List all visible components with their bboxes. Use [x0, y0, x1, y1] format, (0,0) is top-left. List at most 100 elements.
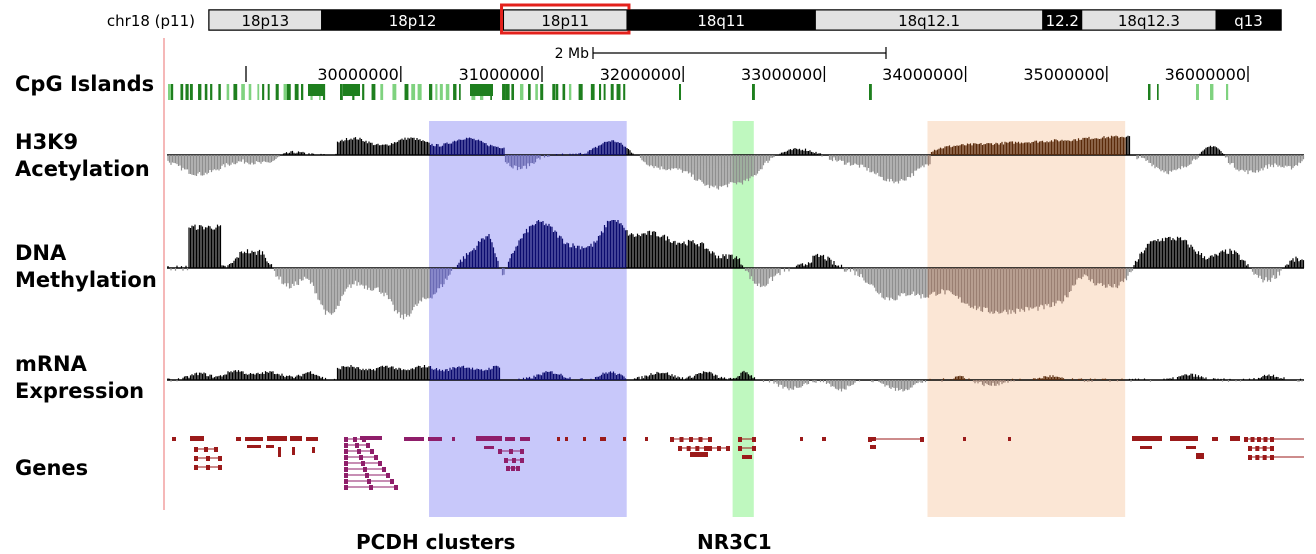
cpg-island-33 — [428, 84, 433, 100]
highlight-region-0 — [429, 121, 627, 517]
cpg-island-37 — [453, 84, 457, 100]
gene-63-exon-3 — [1270, 446, 1274, 451]
gene-15-exon-0 — [344, 437, 348, 442]
cpg-island-28 — [380, 84, 384, 100]
cpg-island-2 — [180, 84, 184, 100]
gene-42-exon-3 — [704, 446, 708, 451]
cpg-island-7 — [210, 84, 213, 100]
gene-30 — [505, 437, 515, 441]
gene-34-exon-1 — [511, 466, 515, 471]
cpg-island-53 — [578, 84, 583, 100]
cpg-island-47 — [535, 84, 538, 100]
track-label-cpg-line-0: CpG Islands — [15, 72, 155, 96]
gene-20-exon-2 — [382, 467, 386, 472]
gene-18-exon-1 — [359, 455, 363, 460]
h3k9-track-bars-bneg — [504, 155, 550, 171]
cpg-island-31 — [411, 84, 416, 100]
cpg-island-26 — [362, 84, 365, 100]
gene-27 — [452, 437, 455, 441]
gene-1 — [190, 436, 204, 441]
gene-23-exon-2 — [394, 485, 398, 490]
cpg-island-23 — [322, 84, 326, 100]
gene-17-exon-1 — [357, 449, 361, 454]
h3k9-track-bars-opos — [930, 135, 1126, 155]
gene-58 — [1186, 446, 1196, 449]
band-label-6: 18q12.3 — [1118, 12, 1180, 30]
track-label-mrna-line-0: mRNA — [15, 352, 87, 376]
band-label-5: 12.2 — [1046, 12, 1079, 30]
cpg-island-55 — [598, 84, 602, 100]
gene-5 — [236, 437, 241, 441]
gene-63-exon-1 — [1255, 446, 1260, 451]
gene-19-exon-1 — [361, 461, 365, 466]
gene-21-exon-1 — [365, 473, 369, 478]
gene-60 — [1212, 437, 1218, 441]
gene-36 — [565, 437, 568, 441]
gene-20-exon-0 — [344, 467, 348, 472]
gene-54 — [1008, 437, 1011, 441]
cpg-island-10 — [233, 84, 238, 100]
cpg-island-45 — [519, 84, 524, 100]
cpg-island-1 — [171, 84, 174, 100]
cpg-island-48 — [540, 84, 544, 100]
cpg-cluster-0 — [343, 84, 360, 96]
cpg-island-13 — [257, 84, 260, 100]
track-label-meth-line-0: DNA — [15, 241, 67, 265]
track-label-meth-line-1: Methylation — [15, 268, 157, 292]
cpg-island-14 — [262, 84, 265, 100]
gene-21-exon-2 — [386, 473, 390, 478]
gene-51 — [868, 437, 876, 441]
mrna-track-bars-neg — [170, 380, 1303, 392]
cpg-island-34 — [435, 84, 438, 100]
chromosome-label: chr18 (p11) — [107, 12, 195, 30]
cpg-island-19 — [294, 84, 299, 100]
gene-45-exon-1 — [752, 437, 756, 442]
gene-61 — [1230, 436, 1240, 441]
cpg-island-38 — [459, 84, 461, 100]
cpg-island-9 — [226, 84, 230, 100]
gene-45-exon-0 — [738, 437, 742, 442]
h3k9-track-bars-oneg — [927, 155, 931, 166]
gene-15-exon-1 — [353, 437, 357, 442]
gene-55 — [1132, 436, 1162, 441]
cpg-island-46 — [528, 84, 531, 100]
gene-16-exon-1 — [355, 443, 359, 448]
gene-34-exon-0 — [506, 466, 510, 471]
cpg-island-64 — [1157, 84, 1159, 100]
gene-16-exon-0 — [344, 443, 348, 448]
cpg-island-44 — [511, 84, 515, 100]
cpg-island-58 — [616, 84, 621, 100]
gene-18-exon-2 — [374, 455, 378, 460]
cpg-island-20 — [300, 84, 304, 100]
gene-26 — [428, 437, 442, 441]
cpg-island-24 — [340, 84, 343, 100]
gene-33-exon-1 — [512, 458, 516, 463]
gene-52 — [870, 445, 876, 449]
axis-tick-label-0: 30000000 — [317, 65, 398, 84]
h3k9-track — [167, 135, 1305, 190]
gene-24 — [360, 436, 382, 440]
gene-63-exon-2 — [1262, 446, 1267, 451]
cpg-island-30 — [404, 84, 409, 100]
gene-46-exon-1 — [752, 446, 756, 451]
gene-22-exon-0 — [344, 479, 348, 484]
gene-14 — [312, 447, 315, 453]
gene-13 — [306, 437, 318, 441]
track-label-meth: DNA Methylation — [15, 240, 157, 294]
gene-50-exon-1 — [920, 437, 924, 442]
cpg-island-60 — [679, 84, 682, 100]
gene-4-exon-2 — [218, 465, 222, 470]
gene-41-exon-2 — [689, 437, 693, 442]
cpg-island-0 — [168, 84, 171, 100]
track-label-genes: Genes — [15, 455, 88, 482]
cpg-island-15 — [267, 84, 270, 100]
gene-46-exon-0 — [738, 446, 742, 451]
gene-64-exon-2 — [1262, 455, 1267, 460]
axis-tick-label-5: 35000000 — [1023, 65, 1104, 84]
gene-41-exon-1 — [679, 437, 684, 442]
cpg-island-63 — [1148, 84, 1151, 100]
gene-8 — [290, 436, 302, 441]
gene-49 — [822, 437, 826, 441]
